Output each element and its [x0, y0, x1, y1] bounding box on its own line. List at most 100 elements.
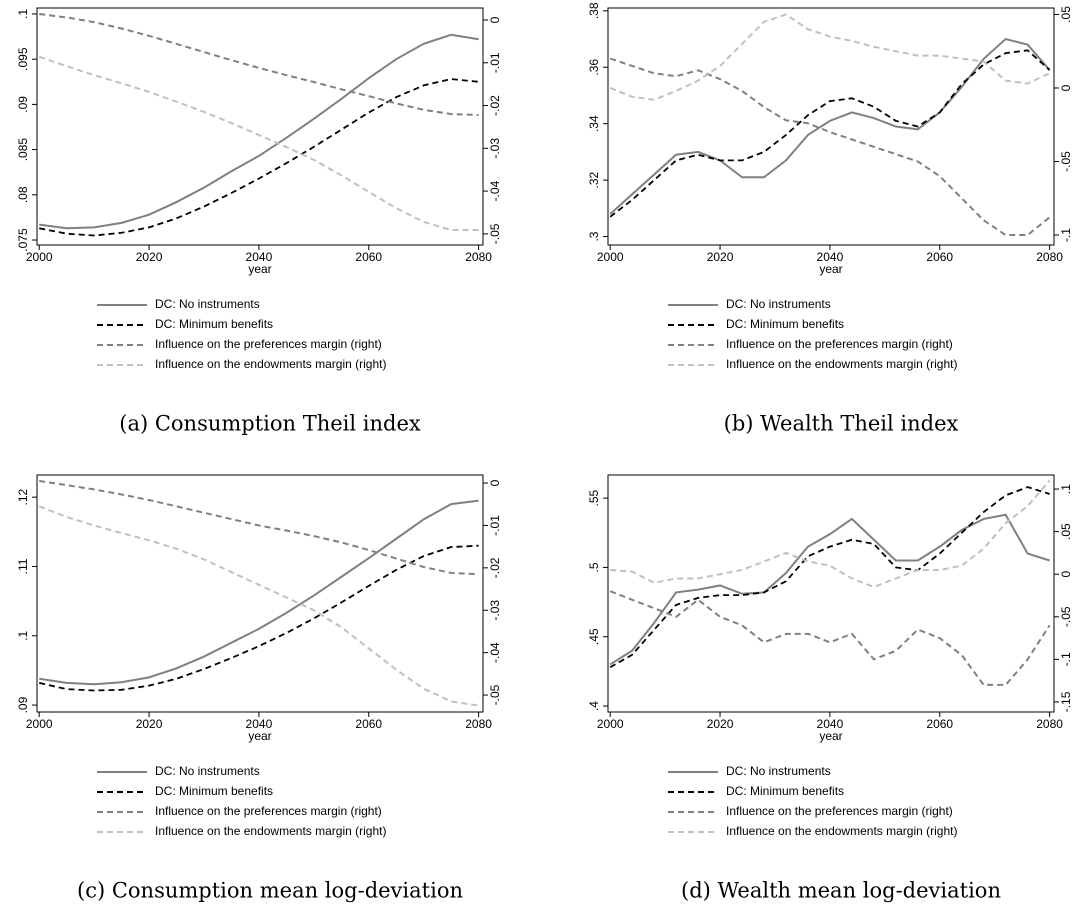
x-tick-label: 2040	[246, 717, 273, 731]
y2-tick-label: -.01	[488, 515, 502, 536]
y-tick-label: .1	[16, 9, 30, 19]
legend-label: Influence on the endowments margin (righ…	[726, 357, 957, 371]
legend-label: Influence on the endowments margin (righ…	[726, 824, 957, 838]
x-axis-label: year	[248, 729, 271, 743]
y2-tick-label: -.03	[488, 138, 502, 159]
y2-tick-label: .05	[1059, 523, 1073, 540]
series-line	[39, 544, 479, 692]
series-line	[609, 57, 1051, 236]
x-tick-label: 2060	[926, 250, 953, 264]
legend-label: DC: No instruments	[155, 764, 260, 778]
y-tick-label: .4	[587, 701, 601, 711]
y2-tick-label: -.01	[488, 52, 502, 73]
legend-label: Influence on the endowments margin (righ…	[155, 357, 386, 371]
y-tick-label: .095	[16, 47, 30, 71]
y-tick-label: .08	[16, 186, 30, 203]
legend-label: Influence on the preferences margin (rig…	[155, 337, 382, 351]
x-tick-label: 2060	[355, 250, 382, 264]
legend-label: Influence on the endowments margin (righ…	[155, 824, 386, 838]
y-tick-label: .075	[16, 228, 30, 252]
legend-label: DC: Minimum benefits	[726, 317, 844, 331]
caption: (a) Consumption Theil index	[119, 412, 421, 436]
y-tick-label: .45	[587, 628, 601, 645]
legend-label: DC: No instruments	[726, 297, 831, 311]
x-tick-label: 2020	[136, 717, 163, 731]
y-tick-label: .34	[587, 115, 601, 132]
y-tick-label: .55	[587, 489, 601, 506]
series-line	[38, 505, 479, 707]
series-line	[609, 590, 1051, 686]
series-line	[609, 486, 1050, 669]
y-tick-label: .5	[587, 562, 601, 572]
y-tick-label: .12	[16, 489, 30, 506]
series-line	[39, 78, 479, 237]
y2-tick-label: -.05	[488, 684, 502, 705]
y-tick-label: .36	[587, 59, 601, 76]
y2-tick-label: -.05	[1059, 151, 1073, 172]
y2-tick-label: -.02	[488, 557, 502, 578]
y2-tick-label: -.03	[488, 600, 502, 621]
x-tick-label: 2080	[1036, 250, 1063, 264]
y2-tick-label: 0	[1059, 84, 1073, 91]
y2-tick-label: .1	[1059, 484, 1073, 494]
y2-tick-label: 0	[1059, 571, 1073, 578]
series-line	[609, 49, 1051, 218]
x-axis-label: year	[248, 262, 271, 276]
y-tick-label: .3	[587, 231, 601, 241]
x-tick-label: 2040	[817, 717, 844, 731]
y-tick-label: .085	[16, 138, 30, 162]
legend-label: Influence on the preferences margin (rig…	[155, 804, 382, 818]
y2-tick-label: -.02	[488, 95, 502, 116]
y2-tick-label: -.15	[1059, 691, 1073, 712]
series-line	[609, 37, 1051, 215]
y2-tick-label: .05	[1059, 6, 1073, 23]
series-line	[38, 55, 479, 232]
y-tick-label: .32	[587, 171, 601, 188]
plot-frame	[607, 474, 1055, 713]
x-tick-label: 2020	[136, 250, 163, 264]
y-tick-label: .38	[587, 2, 601, 19]
x-tick-label: 2060	[355, 717, 382, 731]
y2-tick-label: -.05	[1059, 606, 1073, 627]
x-tick-label: 2060	[926, 717, 953, 731]
y2-tick-label: -.04	[488, 642, 502, 663]
plot-frame	[607, 7, 1055, 246]
y2-tick-label: 0	[488, 16, 502, 23]
caption: (b) Wealth Theil index	[724, 412, 959, 436]
series-line	[609, 513, 1050, 666]
y-tick-label: .11	[16, 558, 30, 574]
y2-tick-label: -.04	[488, 180, 502, 201]
legend-label: DC: Minimum benefits	[155, 317, 273, 331]
legend-label: Influence on the preferences margin (rig…	[726, 804, 953, 818]
y-tick-label: .1	[16, 630, 30, 640]
series-line	[609, 13, 1051, 101]
x-tick-label: 2040	[817, 250, 844, 264]
series-line	[39, 33, 479, 230]
y2-tick-label: 0	[488, 479, 502, 486]
x-axis-label: year	[819, 729, 842, 743]
legend-label: Influence on the preferences margin (rig…	[726, 337, 953, 351]
series-line	[39, 499, 479, 686]
legend-label: DC: No instruments	[155, 297, 260, 311]
x-tick-label: 2040	[246, 250, 273, 264]
x-axis-label: year	[819, 262, 842, 276]
legend-label: DC: No instruments	[726, 764, 831, 778]
series-line	[39, 12, 479, 116]
x-tick-label: 2020	[707, 717, 734, 731]
plot-frame	[36, 7, 484, 246]
x-tick-label: 2080	[1036, 717, 1063, 731]
y2-tick-label: -.05	[488, 223, 502, 244]
plot-frame	[36, 474, 484, 713]
x-tick-label: 2080	[465, 717, 492, 731]
y-tick-label: .09	[16, 96, 30, 113]
x-tick-label: 2000	[26, 250, 53, 264]
caption: (c) Consumption mean log-deviation	[77, 879, 463, 903]
series-line	[39, 479, 479, 576]
y2-tick-label: -.1	[1059, 652, 1073, 666]
x-tick-label: 2080	[465, 250, 492, 264]
x-tick-label: 2000	[597, 717, 624, 731]
x-tick-label: 2000	[597, 250, 624, 264]
legend-label: DC: Minimum benefits	[155, 784, 273, 798]
